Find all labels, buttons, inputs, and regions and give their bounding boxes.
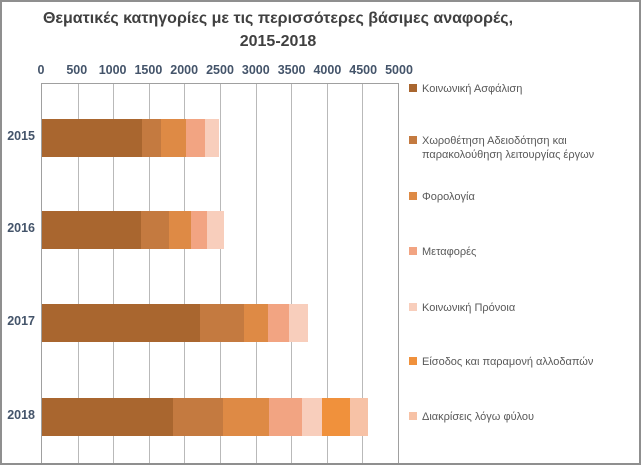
bar-segment — [301, 398, 322, 436]
legend-item: Κοινωνική Πρόνοια — [409, 301, 515, 315]
bar-segment — [141, 119, 161, 157]
plot-area — [41, 83, 399, 465]
legend-item: Είσοδος και παραμονή αλλοδαπών — [409, 355, 593, 369]
legend-swatch-icon — [409, 136, 417, 144]
x-axis-tick-label: 4000 — [313, 63, 342, 77]
gridline — [184, 84, 186, 464]
gridline — [362, 84, 364, 464]
x-axis-tick-label: 3500 — [277, 63, 306, 77]
bar-segment — [42, 211, 142, 249]
legend-item: Κοινωνική Ασφάλιση — [409, 82, 522, 96]
legend-label: Διακρίσεις λόγω φύλου — [422, 411, 535, 423]
gridline — [148, 84, 150, 464]
chart-title: Θεματικές κατηγορίες με τις περισσότερες… — [0, 7, 556, 53]
legend-swatch-icon — [409, 247, 417, 255]
x-axis-tick-label: 2000 — [170, 63, 199, 77]
bar-segment — [42, 398, 173, 436]
bar-segment — [204, 119, 220, 157]
legend-swatch-icon — [409, 357, 417, 365]
y-axis-category-label: 2015 — [7, 129, 35, 143]
bar-2016 — [42, 211, 225, 249]
bar-2018 — [42, 398, 369, 436]
x-axis-tick-label: 3000 — [241, 63, 270, 77]
bar-2017 — [42, 304, 308, 342]
legend-swatch-icon — [409, 412, 417, 420]
bar-2015 — [42, 119, 220, 157]
bar-segment — [269, 398, 302, 436]
x-axis-tick-label: 500 — [66, 63, 88, 77]
x-axis-tick-label: 5000 — [385, 63, 413, 77]
y-axis-category-label: 2018 — [7, 408, 35, 422]
bar-segment — [244, 304, 268, 342]
x-axis-tick-label: 1000 — [98, 63, 127, 77]
bar-segment — [42, 119, 142, 157]
x-axis-tick-label: 2500 — [206, 63, 234, 77]
bar-segment — [200, 304, 245, 342]
bar-segment — [172, 398, 223, 436]
gridline — [220, 84, 221, 464]
gridline — [113, 84, 115, 464]
legend-swatch-icon — [409, 192, 417, 200]
legend-label: Κοινωνική Ασφάλιση — [422, 83, 523, 95]
y-axis-category-label: 2017 — [7, 314, 35, 328]
legend-item: Φορολογία — [409, 190, 475, 204]
legend-label: Φορολογία — [422, 191, 475, 203]
chart-title-line1: Θεματικές κατηγορίες με τις περισσότερες… — [42, 10, 514, 27]
bar-segment — [141, 211, 170, 249]
chart-title-line2: 2015-2018 — [239, 33, 317, 51]
gridline — [326, 84, 328, 464]
gridline — [291, 84, 293, 464]
x-axis-tick-label: 1500 — [134, 63, 163, 77]
legend-label: Κοινωνική Πρόνοια — [422, 302, 516, 314]
legend-swatch-icon — [409, 303, 417, 311]
gridline — [255, 84, 257, 464]
x-axis-tick-label: 4500 — [349, 63, 378, 77]
legend-item: Μεταφορές — [409, 245, 476, 259]
bar-segment — [185, 119, 205, 157]
legend-swatch-icon — [409, 84, 417, 92]
bar-segment — [207, 211, 225, 249]
bar-segment — [267, 304, 290, 342]
legend-item: Διακρίσεις λόγω φύλου — [409, 410, 534, 424]
bar-segment — [289, 304, 308, 342]
legend-label: Είσοδος και παραμονή αλλοδαπών — [422, 356, 594, 368]
gridline — [77, 84, 79, 464]
legend-item: Χωροθέτηση Αδειοδότηση και παρακολούθηση… — [409, 134, 639, 163]
bar-segment — [160, 119, 186, 157]
x-axis-tick-label: 0 — [37, 63, 45, 77]
legend-label: Χωροθέτηση Αδειοδότηση και παρακολούθηση… — [422, 135, 595, 162]
y-axis-category-label: 2016 — [7, 221, 35, 235]
legend-label: Μεταφορές — [422, 246, 477, 258]
bar-segment — [42, 304, 201, 342]
bar-segment — [190, 211, 208, 249]
bar-segment — [321, 398, 350, 436]
bar-segment — [222, 398, 270, 436]
bar-segment — [169, 211, 191, 249]
bar-segment — [349, 398, 369, 436]
